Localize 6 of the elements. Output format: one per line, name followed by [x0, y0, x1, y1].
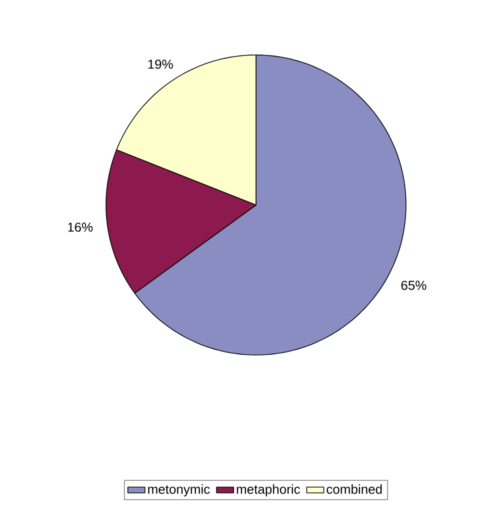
- data-label: 19%: [148, 60, 173, 69]
- legend-label: metaphoric: [236, 484, 300, 496]
- legend-label: metonymic: [148, 484, 210, 496]
- legend-label: combined: [326, 484, 382, 494]
- data-label: 16%: [68, 222, 93, 232]
- data-label: 65%: [401, 280, 426, 290]
